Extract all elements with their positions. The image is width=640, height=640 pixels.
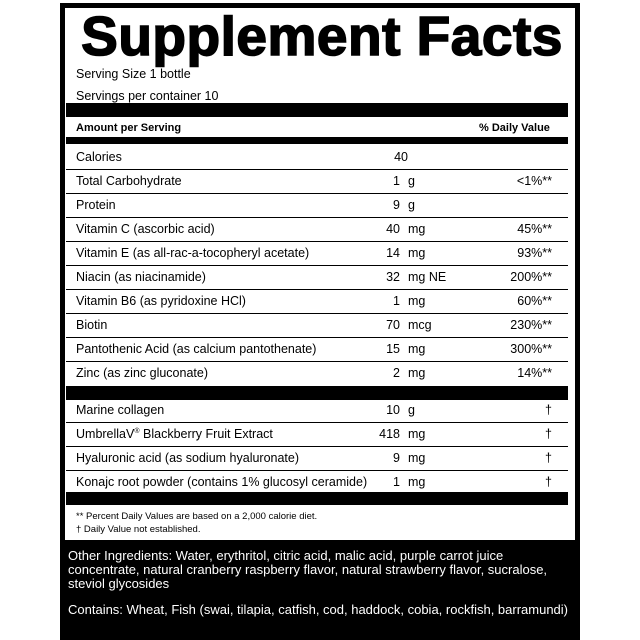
row-divider <box>66 422 568 423</box>
nutrient-amount: 1 <box>393 174 400 188</box>
nutrient-amount: 10 <box>386 403 400 417</box>
nutrient-name: Hyaluronic acid (as sodium hyaluronate) <box>76 451 300 465</box>
nutrient-amount: 9 <box>393 198 400 212</box>
nutrient-daily-value: 60%** <box>517 294 552 308</box>
nutrient-daily-value: † <box>545 427 552 441</box>
nutrient-unit: mg <box>408 294 426 308</box>
nutrient-name: Marine collagen <box>76 403 165 417</box>
nutrient-unit: mg <box>408 246 426 260</box>
nutrient-row: Calories 40 <box>66 146 568 170</box>
row-divider <box>66 446 568 447</box>
nutrient-row: Zinc (as zinc gluconate) 2 mg 14%** <box>66 362 568 386</box>
nutrient-row: Total Carbohydrate 1 g <1%** <box>66 170 568 194</box>
nutrient-amount: 418 <box>379 427 400 441</box>
nutrient-unit: mg <box>408 451 426 465</box>
nutrient-unit: mcg <box>408 318 432 332</box>
nutrient-row: Biotin 70 mcg 230%** <box>66 314 568 338</box>
servings-per-container: Servings per container 10 <box>76 89 219 103</box>
row-divider <box>66 265 568 266</box>
panel-title: Supplement Facts <box>80 5 563 67</box>
nutrient-daily-value: 200%** <box>510 270 552 284</box>
divider-bar <box>66 137 568 144</box>
nutrient-daily-value: † <box>545 475 552 489</box>
nutrient-amount: 9 <box>393 451 400 465</box>
nutrient-name: Konajc root powder (contains 1% glucosyl… <box>76 475 368 489</box>
row-divider <box>66 241 568 242</box>
nutrient-unit: mg <box>408 342 426 356</box>
nutrient-daily-value: 14%** <box>517 366 552 380</box>
daily-value-header: % Daily Value <box>479 122 550 134</box>
nutrient-row: Marine collagen 10 g † <box>66 399 568 423</box>
divider-bar <box>66 103 568 117</box>
divider-bar <box>66 386 568 400</box>
nutrient-amount: 14 <box>386 246 400 260</box>
row-divider <box>66 361 568 362</box>
row-divider <box>66 169 568 170</box>
row-divider <box>66 470 568 471</box>
nutrient-name: Zinc (as zinc gluconate) <box>76 366 209 380</box>
nutrient-row: Vitamin B6 (as pyridoxine HCl) 1 mg 60%** <box>66 290 568 314</box>
row-divider <box>66 337 568 338</box>
nutrient-row: Pantothenic Acid (as calcium pantothenat… <box>66 338 568 362</box>
nutrient-daily-value: 45%** <box>517 222 552 236</box>
nutrient-name: Biotin <box>76 318 108 332</box>
nutrient-amount: 40 <box>386 222 400 236</box>
nutrient-row: UmbrellaV® Blackberry Fruit Extract 418 mg… <box>66 423 568 447</box>
nutrient-amount: 32 <box>386 270 400 284</box>
nutrient-amount: 1 <box>393 294 400 308</box>
nutrient-name: Calories <box>76 150 122 164</box>
nutrient-row: Konajc root powder (contains 1% glucosyl… <box>66 471 568 495</box>
nutrient-amount: 1 <box>393 475 400 489</box>
nutrient-unit: mg <box>408 427 426 441</box>
nutrient-row: Vitamin C (ascorbic acid) 40 mg 45%** <box>66 218 568 242</box>
nutrient-unit: g <box>408 174 415 188</box>
row-divider <box>66 217 568 218</box>
nutrient-amount: 2 <box>393 366 400 380</box>
row-divider <box>66 193 568 194</box>
footnote-percent-dv: ** Percent Daily Values are based on a 2… <box>76 511 318 522</box>
ingredients-section: Other Ingredients: Water, erythritol, ci… <box>60 540 580 640</box>
nutrient-unit: g <box>408 403 415 417</box>
nutrient-row: Niacin (as niacinamide) 32 mg NE 200%** <box>66 266 568 290</box>
allergen-contains: Contains: Wheat, Fish (swai, tilapia, ca… <box>68 602 568 617</box>
nutrient-name: Vitamin C (ascorbic acid) <box>76 222 215 236</box>
row-divider <box>66 313 568 314</box>
nutrient-daily-value: 93%** <box>517 246 552 260</box>
other-ingredients: Other Ingredients: Water, erythritol, ci… <box>68 548 548 591</box>
row-divider <box>66 289 568 290</box>
nutrient-row: Vitamin E (as all-rac-a-tocopheryl aceta… <box>66 242 568 266</box>
amount-per-serving-header: Amount per Serving <box>76 122 182 134</box>
nutrient-name: Niacin (as niacinamide) <box>76 270 206 284</box>
nutrient-name: UmbrellaV® Blackberry Fruit Extract <box>76 427 273 441</box>
nutrient-name: Vitamin B6 (as pyridoxine HCl) <box>76 294 246 308</box>
nutrient-name: Total Carbohydrate <box>76 174 182 188</box>
nutrient-daily-value: † <box>545 451 552 465</box>
nutrient-row: Protein 9 g <box>66 194 568 218</box>
nutrient-name: Protein <box>76 198 116 212</box>
nutrient-unit: mg <box>408 475 426 489</box>
nutrient-unit: g <box>408 198 415 212</box>
nutrient-daily-value: † <box>545 403 552 417</box>
nutrient-name: Pantothenic Acid (as calcium pantothenat… <box>76 342 317 356</box>
nutrient-daily-value: 300%** <box>510 342 552 356</box>
nutrient-daily-value: <1%** <box>516 174 552 188</box>
nutrient-amount: 15 <box>386 342 400 356</box>
nutrient-name: Vitamin E (as all-rac-a-tocopheryl aceta… <box>76 246 310 260</box>
nutrient-unit: mg <box>408 222 426 236</box>
serving-size: Serving Size 1 bottle <box>76 67 191 81</box>
nutrient-daily-value: 230%** <box>510 318 552 332</box>
divider-bar <box>66 492 568 505</box>
nutrient-amount: 40 <box>394 150 408 164</box>
nutrient-row: Hyaluronic acid (as sodium hyaluronate) 9… <box>66 447 568 471</box>
nutrient-amount: 70 <box>386 318 400 332</box>
footnote-dv-not-established: † Daily Value not established. <box>76 524 201 535</box>
nutrient-unit: mg NE <box>408 270 447 284</box>
nutrient-unit: mg <box>408 366 426 380</box>
supplement-facts-panel <box>60 3 580 640</box>
